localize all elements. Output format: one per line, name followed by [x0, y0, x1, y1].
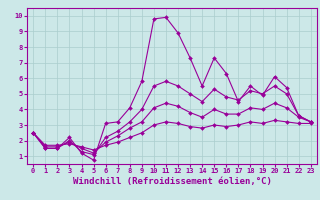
- X-axis label: Windchill (Refroidissement éolien,°C): Windchill (Refroidissement éolien,°C): [73, 177, 271, 186]
